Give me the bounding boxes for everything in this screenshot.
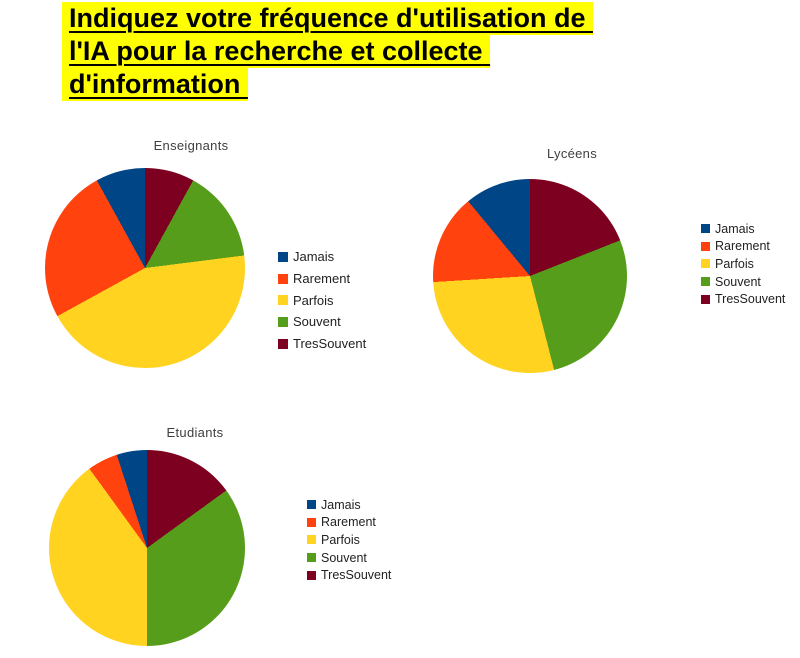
- legend-swatch-jamais: [278, 251, 288, 262]
- legend-item-tressouvent: TresSouvent: [701, 290, 785, 308]
- legend-item-parfois: Parfois: [701, 255, 785, 273]
- legend-swatch-souvent: [278, 316, 288, 327]
- pie-enseignants: [45, 168, 245, 368]
- pie-lyceens: [433, 179, 627, 373]
- pie-etudiants: [49, 450, 245, 646]
- page-title: Indiquez votre fréquence d'utilisation d…: [62, 2, 593, 101]
- legend-label-rarement: Rarement: [715, 239, 770, 254]
- chart-title-etudiants: Etudiants: [166, 425, 224, 440]
- legend-item-parfois: Parfois: [307, 531, 391, 549]
- title-line-2: l'IA pour la recherche et collecte: [62, 35, 491, 68]
- chart-title-lyceens: Lycéens: [546, 146, 598, 161]
- legend-label-tressouvent: TresSouvent: [715, 292, 786, 307]
- legend-item-rarement: Rarement: [307, 514, 391, 532]
- legend-item-parfois: Parfois: [278, 289, 366, 311]
- chart-etudiants: Etudiants Jamais Rarement Parfois Souven…: [0, 415, 400, 658]
- legend-swatch-tressouvent: [278, 338, 288, 349]
- legend-swatch-rarement: [701, 241, 710, 251]
- legend-item-jamais: Jamais: [307, 496, 391, 514]
- legend-swatch-jamais: [701, 224, 710, 234]
- legend-swatch-tressouvent: [307, 570, 316, 580]
- legend-item-tressouvent: TresSouvent: [278, 333, 366, 355]
- legend-label-rarement: Rarement: [321, 515, 376, 530]
- legend-swatch-parfois: [701, 259, 710, 269]
- legend-swatch-rarement: [278, 273, 288, 284]
- legend-enseignants: Jamais Rarement Parfois Souvent TresSouv…: [278, 246, 366, 354]
- legend-label-tressouvent: TresSouvent: [321, 568, 392, 583]
- legend-item-tressouvent: TresSouvent: [307, 566, 391, 584]
- legend-item-souvent: Souvent: [701, 273, 785, 291]
- legend-lyceens: Jamais Rarement Parfois Souvent TresSouv…: [701, 220, 785, 308]
- legend-etudiants: Jamais Rarement Parfois Souvent TresSouv…: [307, 496, 391, 584]
- chart-enseignants: Enseignants Jamais Rarement Parfois Souv…: [0, 130, 400, 405]
- legend-swatch-parfois: [307, 535, 316, 545]
- legend-label-jamais: Jamais: [321, 497, 361, 512]
- legend-item-souvent: Souvent: [307, 549, 391, 567]
- legend-label-parfois: Parfois: [321, 532, 360, 547]
- legend-swatch-tressouvent: [701, 294, 710, 304]
- legend-item-souvent: Souvent: [278, 311, 366, 333]
- legend-item-jamais: Jamais: [278, 246, 366, 268]
- legend-item-rarement: Rarement: [701, 238, 785, 256]
- legend-label-jamais: Jamais: [293, 249, 335, 265]
- legend-label-tressouvent: TresSouvent: [293, 336, 367, 352]
- legend-label-souvent: Souvent: [293, 314, 341, 330]
- chart-lyceens: Lycéens Jamais Rarement Parfois Souvent …: [400, 140, 800, 380]
- legend-swatch-rarement: [307, 517, 316, 527]
- legend-label-parfois: Parfois: [293, 292, 334, 308]
- legend-swatch-parfois: [278, 295, 288, 306]
- legend-swatch-souvent: [307, 553, 316, 563]
- legend-label-rarement: Rarement: [293, 271, 351, 287]
- title-line-3: d'information: [62, 68, 248, 101]
- legend-item-jamais: Jamais: [701, 220, 785, 238]
- legend-label-parfois: Parfois: [715, 256, 754, 271]
- legend-swatch-jamais: [307, 500, 316, 510]
- legend-label-jamais: Jamais: [715, 221, 755, 236]
- legend-item-rarement: Rarement: [278, 268, 366, 290]
- legend-label-souvent: Souvent: [715, 274, 761, 289]
- title-line-1: Indiquez votre fréquence d'utilisation d…: [62, 2, 593, 35]
- legend-label-souvent: Souvent: [321, 550, 367, 565]
- legend-swatch-souvent: [701, 277, 710, 287]
- chart-title-enseignants: Enseignants: [153, 138, 229, 153]
